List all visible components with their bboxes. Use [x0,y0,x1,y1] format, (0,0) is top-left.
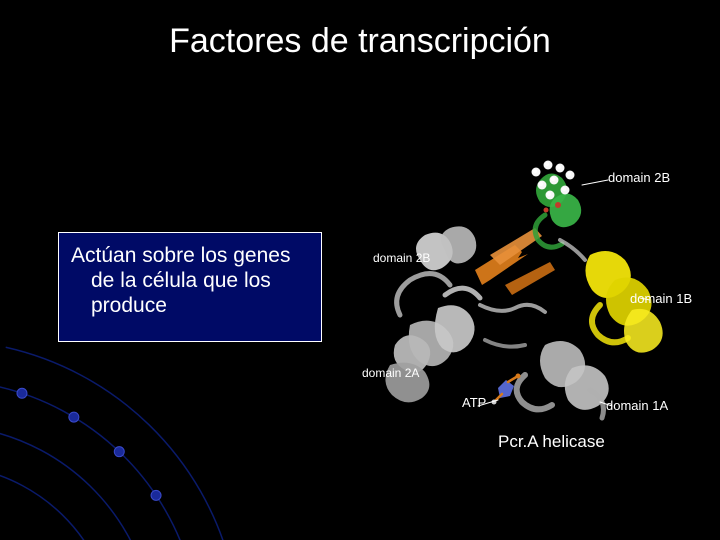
protein-label-2: domain 1B [630,291,692,306]
slide-title: Factores de transcripción [0,22,720,61]
content-line-3: produce [71,293,309,318]
content-text: Actúan sobre los genes de la célula que … [71,243,309,319]
protein-caption: Pcr.A helicase [498,432,605,452]
slide: Factores de transcripción Actúan sobre l… [0,0,720,540]
protein-label-4: domain 1A [606,398,668,413]
content-line-2: de la célula que los [71,268,309,293]
protein-label-3: domain 2A [362,366,419,380]
protein-label-0: domain 2B [608,170,670,185]
protein-label-5: ATP [462,395,486,410]
protein-label-1: domain 2B [373,251,430,265]
content-line-1: Actúan sobre los genes [71,244,290,267]
content-text-box: Actúan sobre los genes de la célula que … [58,232,322,342]
